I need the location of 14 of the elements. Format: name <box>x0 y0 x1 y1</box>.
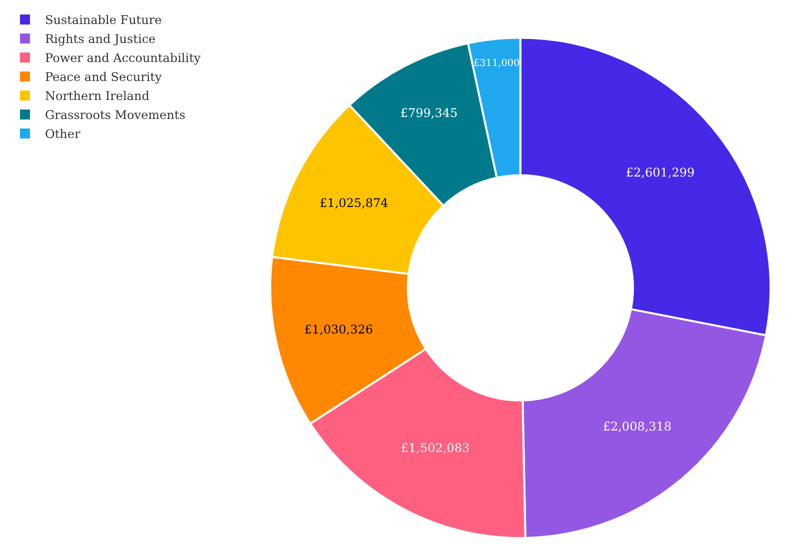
data-label: £2,601,299 <box>626 165 695 180</box>
legend-label: Rights and Justice <box>45 32 156 46</box>
data-label: £1,025,874 <box>320 196 389 210</box>
data-label: £1,030,326 <box>304 322 373 336</box>
legend-label: Power and Accountability <box>45 51 201 66</box>
data-label: £799,345 <box>400 106 458 120</box>
data-label: £1,502,083 <box>400 440 470 455</box>
legend-label: Northern Ireland <box>45 89 150 104</box>
legend-label: Sustainable Future <box>45 13 162 28</box>
legend-label: Peace and Security <box>45 70 162 84</box>
data-label: £2,008,318 <box>602 420 672 434</box>
legend-label: Other <box>45 127 80 142</box>
legend-label: Grassroots Movements <box>45 108 186 122</box>
data-label: £311,000 <box>474 58 520 69</box>
